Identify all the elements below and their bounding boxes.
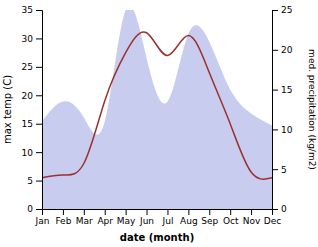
tick-label: Aug [180,216,198,226]
tick-label: 15 [22,119,33,129]
tick-label: May [117,216,136,226]
tick-label: 30 [22,34,34,44]
tick-mark [209,209,210,215]
tick-mark [105,209,106,215]
marks [42,10,272,209]
tick-label: 25 [281,5,292,15]
tick-label: 0 [27,204,33,214]
tick-mark [272,209,278,210]
line [42,32,272,179]
tick-mark [36,209,42,210]
tick-label: Jan [35,216,50,226]
tick-label: 5 [281,165,287,175]
tick-label: 20 [22,91,34,101]
tick: 15 [272,85,292,95]
plot: JanFebMarAprMayJunJulAugSepOctNovDec0510… [22,5,293,226]
tick-mark [36,124,42,125]
tick-label: Apr [97,216,113,226]
tick-label: Oct [223,216,239,226]
tick: 10 [22,148,42,158]
tick-label: 0 [281,204,287,214]
tick: 20 [272,45,293,55]
tick-label: 15 [281,85,292,95]
tick-label: Mar [76,216,93,226]
tick: Sep [201,209,218,226]
tick-label: Jun [139,216,154,226]
tick-mark [84,209,85,215]
tick: Dec [264,209,281,226]
tick: Nov [243,209,261,226]
tick-label: 10 [281,125,293,135]
tick-mark [36,152,42,153]
tick-mark [272,90,278,91]
tick-mark [36,181,42,182]
tick-mark [36,10,42,11]
tick: 10 [272,125,293,135]
tick-mark [63,209,64,215]
tick: Jun [139,209,154,226]
tick: 5 [27,176,42,186]
tick-mark [36,67,42,68]
tick-mark [272,50,278,51]
axis-line [36,11,43,210]
tick: Feb [55,209,71,226]
tick-label: Feb [55,216,71,226]
chart: JanFebMarAprMayJunJulAugSepOctNovDec0510… [0,0,318,247]
tick: 0 [27,204,42,214]
tick: 25 [272,5,292,15]
tick-label: Dec [264,216,281,226]
tick: Jul [162,209,174,226]
tick: 20 [22,91,42,101]
y-axis-title: max temp (C) [2,75,13,144]
tick-mark [36,95,42,96]
tick: 25 [22,62,42,72]
tick-mark [188,209,189,215]
y2-axis: 0 5 10 15 20 25 [272,5,293,214]
tick-label: Jul [162,216,174,226]
tick: Mar [76,209,93,226]
axis-line [273,11,279,210]
tick-mark [272,10,278,11]
tick-mark [251,209,252,215]
area [42,10,272,209]
tick: Aug [180,209,198,226]
y2-axis-title: med. precipitation (kg/m2) [307,49,317,170]
tick: Apr [97,209,113,226]
tick: 15 [22,119,42,129]
tick-mark [36,38,42,39]
axis-line [43,210,273,216]
y-axis: 0 5 10 15 20 25 30 35 [22,5,43,214]
tick-label: 10 [22,148,34,158]
tick-label: Sep [201,216,218,226]
tick-mark [167,209,168,215]
tick-label: Nov [243,216,261,226]
tick-mark [126,209,127,215]
tick: Jan [35,209,50,226]
tick-mark [272,129,278,130]
tick-label: 35 [22,5,33,15]
x-axis-title: date (month) [120,232,194,243]
tick-mark [230,209,231,215]
tick: 30 [22,34,42,44]
tick: May [117,209,136,226]
tick-mark [272,169,278,170]
tick: 5 [272,165,287,175]
tick-label: 5 [27,176,33,186]
tick-label: 25 [22,62,33,72]
tick-label: 20 [281,45,293,55]
tick: 35 [22,5,42,15]
tick-mark [147,209,148,215]
tick: Oct [223,209,239,226]
tick: 0 [272,204,287,214]
x-axis: Jan Feb Mar Apr MayJun Jul AugSep Oct NovDec [35,209,282,226]
